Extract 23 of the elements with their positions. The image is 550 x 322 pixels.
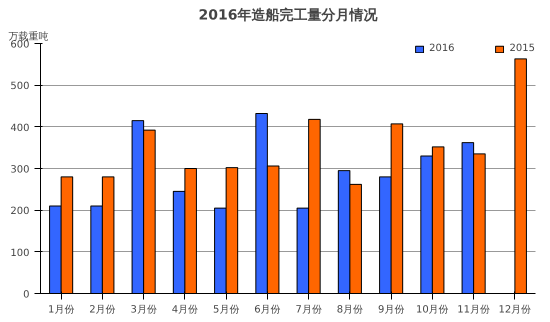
x-tick-label: 7月份 [295,304,322,316]
x-tick-label: 1月份 [48,304,74,316]
x-tick-label: 3月份 [130,304,157,316]
y-tick-label: 100 [10,248,30,259]
y-tick-label: 500 [10,81,30,92]
y-tick-label: 200 [10,206,30,218]
x-tick-label: 10月份 [416,304,449,316]
y-tick-label: 0 [23,290,30,300]
x-tick-label: 8月份 [336,304,364,316]
x-tick-label: 9月份 [378,304,404,316]
y-tick-label: 300 [10,164,30,176]
x-tick-label: 11月份 [457,304,490,316]
x-tick-label: 4月份 [172,304,198,316]
y-tick-label: 400 [10,122,30,134]
legend-label: 2016 [429,43,455,54]
x-tick-label: 12月份 [498,304,532,316]
y-tick-label: 600 [10,40,30,50]
x-tick-label: 6月份 [254,304,281,316]
x-tick-label: 5月份 [212,304,240,316]
legend-label: 2015 [510,43,535,54]
x-tick-label: 2月份 [89,304,116,316]
chart-title: 2016年造船完工量分月情况 [198,6,378,24]
y-axis-title: 万载重吨 [8,30,48,42]
